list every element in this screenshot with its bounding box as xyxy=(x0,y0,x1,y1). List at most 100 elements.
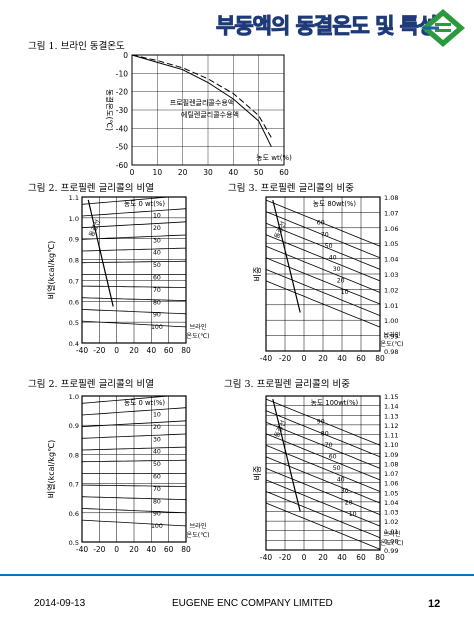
fig3b-curve xyxy=(265,398,381,446)
fig2a-curve xyxy=(81,285,187,288)
fig3a-y-tick: 1.03 xyxy=(384,271,398,279)
fig2b-curve xyxy=(81,508,187,514)
fig2b-curve xyxy=(81,459,187,463)
fig2a-y-tick: 0.6 xyxy=(69,298,79,306)
fig3b-curve-label: 10 xyxy=(349,511,357,518)
fig3a-y-tick: 1.05 xyxy=(384,240,398,248)
fig3b-y-tick: 1.06 xyxy=(384,480,398,488)
fig3a-y-tick: 0.99 xyxy=(384,333,398,341)
fig3b-curve-label: 50 xyxy=(333,465,341,472)
fig3a-curve xyxy=(265,269,381,316)
fig2b-x-tick: 0 xyxy=(114,545,119,554)
fig3b-y-tick: 1.00 xyxy=(384,537,398,545)
fig2a-curve-label: 100 xyxy=(151,324,163,331)
fig2a-y-tick: 1.0 xyxy=(69,215,79,223)
fig1-y-label: 동결온도(℃) xyxy=(105,89,115,131)
fig2a-x-tick: 60 xyxy=(164,346,174,355)
fig2b-curve xyxy=(81,496,187,501)
fig2a-curve xyxy=(81,221,187,229)
fig3b-y-tick: 1.09 xyxy=(384,451,398,459)
fig3b-curve xyxy=(265,468,381,515)
fig1-y-tick: 0 xyxy=(123,51,128,60)
fig2a-x-label: 브라인 xyxy=(189,323,206,331)
footer-date: 2014-09-13 xyxy=(34,598,86,609)
fig3a-curve xyxy=(265,222,381,270)
fig2a-x-tick: 20 xyxy=(129,346,139,355)
fig3b-x-tick: -40 xyxy=(260,553,272,562)
fig2a-x-tick: -40 xyxy=(76,346,88,355)
fig3a-curve xyxy=(265,211,381,259)
fig2a-y-tick: 0.4 xyxy=(69,340,79,348)
fig3b-x-tick: 80 xyxy=(375,553,385,562)
fig2a-curve xyxy=(81,320,187,328)
fig3a-curve-label: 20 xyxy=(337,277,345,284)
fig3b-x-tick: 0 xyxy=(302,553,307,562)
fig2b-curve xyxy=(81,433,187,439)
fig2a-curve-label: 30 xyxy=(153,237,161,244)
fig1-series-label: 프로필렌글리콜수용액 xyxy=(170,98,234,107)
fig3b-curve xyxy=(265,421,381,469)
fig3b-curve-label: 40 xyxy=(337,476,345,483)
page-title: 부동액의 동결온도 및 특성 xyxy=(215,14,437,39)
fig2b-curve-label: 80 xyxy=(153,498,161,505)
fig3a-y-tick: 1.00 xyxy=(384,317,398,325)
fig3a-curve-label: 60 xyxy=(317,220,325,227)
fig2a-x-tick: 40 xyxy=(147,346,157,355)
fig3a-curve xyxy=(265,245,381,293)
fig3b-freeze-line xyxy=(272,398,301,512)
fig2b-curve-label: 100 xyxy=(151,523,163,530)
figure3a-caption: 그림 3. 프로필렌 글리콜의 비중 xyxy=(228,183,355,194)
fig3b-x-label-unit: 온도(℃) xyxy=(380,540,403,547)
fig3b-y-label: 비중 xyxy=(253,466,262,481)
fig1-y-tick: -60 xyxy=(116,161,128,170)
fig2b-curve xyxy=(81,446,187,451)
fig2b-x-tick: -40 xyxy=(76,545,88,554)
fig3b-curve-label: 90 xyxy=(317,419,325,426)
fig1-x-tick: 50 xyxy=(254,168,264,177)
fig2a-curve xyxy=(81,309,187,315)
fig2b-legend-title: 농도 0 wt(%) xyxy=(124,399,165,407)
fig3b-y-tick: 1.11 xyxy=(384,432,398,440)
fig2b-curve-label: 10 xyxy=(153,411,161,418)
fig2a-y-label: 비열(kcal/kg℃) xyxy=(47,241,56,300)
fig3a-x-label-unit: 온도(℃) xyxy=(380,341,403,348)
fig3a-y-tick: 1.07 xyxy=(384,209,398,217)
fig3b-y-tick: 1.01 xyxy=(384,528,398,536)
fig3b-curve xyxy=(265,491,381,539)
fig1-y-tick: -40 xyxy=(116,124,128,133)
fig2a-curve-label: 20 xyxy=(153,225,161,232)
fig2a-y-tick: 0.9 xyxy=(69,236,79,244)
fig3b-y-tick: 1.13 xyxy=(384,412,398,420)
fig3a-x-tick: 20 xyxy=(318,354,328,363)
fig3b-y-tick: 1.05 xyxy=(384,489,398,497)
fig3a-x-tick: -40 xyxy=(260,354,272,363)
fig3a-curve-label: 30 xyxy=(333,266,341,273)
fig2b-curve-label: 90 xyxy=(153,511,161,518)
fig1-x-label: 농도 wt(%) xyxy=(256,154,292,162)
fig3b-curve-label: 80 xyxy=(321,430,329,437)
fig3b-y-tick: 0.99 xyxy=(384,547,398,555)
fig3b-y-tick: 1.02 xyxy=(384,518,398,526)
fig2b-curve xyxy=(81,519,187,527)
fig2b-curve xyxy=(81,420,187,428)
fig3b-y-tick: 1.03 xyxy=(384,509,398,517)
fig2a-curve xyxy=(81,196,186,205)
fig2a-curve xyxy=(81,208,187,217)
fig2b-y-tick: 0.9 xyxy=(69,422,79,430)
fig2a-curve xyxy=(81,247,187,252)
fig2b-y-tick: 0.5 xyxy=(69,539,79,547)
fig1-x-tick: 60 xyxy=(279,168,289,177)
fig3a-curve-label: 10 xyxy=(341,289,349,296)
fig3a-x-tick: 60 xyxy=(356,354,366,363)
fig2a-freeze-line xyxy=(87,199,114,307)
fig2a-y-tick: 0.7 xyxy=(69,277,79,285)
fig2a-curve xyxy=(81,297,187,302)
fig2a-curve xyxy=(81,234,187,240)
fig1-x-tick: 20 xyxy=(178,168,188,177)
fig1-x-tick: 40 xyxy=(229,168,239,177)
fig2a-x-label-unit: 온도(℃) xyxy=(186,333,209,340)
fig1-y-tick: -50 xyxy=(116,143,128,152)
fig2b-y-tick: 0.7 xyxy=(69,481,79,489)
fig2b-x-tick: 20 xyxy=(129,545,139,554)
